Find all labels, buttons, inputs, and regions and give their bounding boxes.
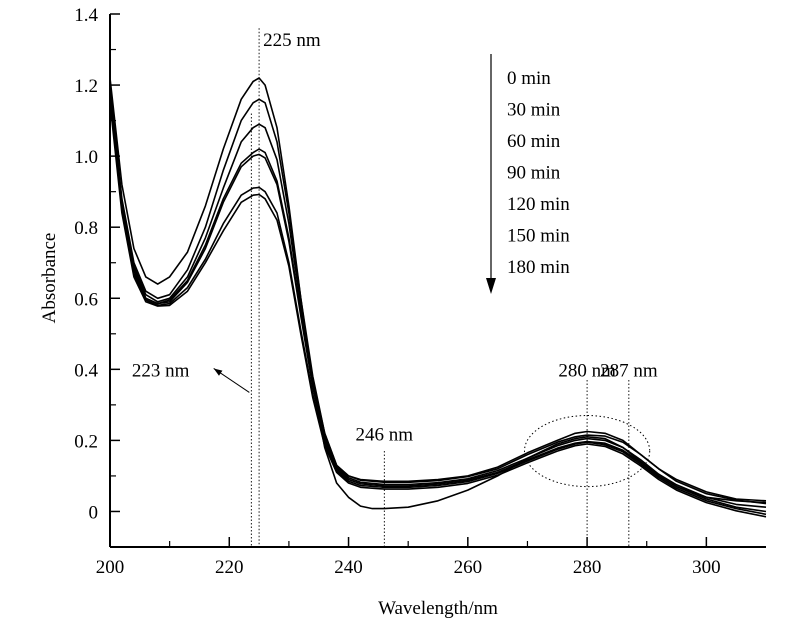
series-line-1: [109, 85, 767, 502]
annotation-label: 225 nm: [263, 30, 321, 51]
x-tick-label: 240: [334, 557, 363, 578]
y-tick-label: 0.8: [74, 218, 98, 239]
y-tick-label: 1.4: [74, 5, 98, 26]
y-tick-label: 1.0: [74, 147, 98, 168]
y-axis-title: Absorbance: [39, 233, 60, 324]
annotation-label: 280 nm: [558, 360, 616, 381]
annotation-label: 223 nm: [132, 360, 190, 381]
legend-entry: 0 min: [507, 68, 551, 89]
annotation-arrowhead: [213, 368, 223, 376]
y-tick-label: 0.6: [74, 289, 98, 310]
legend-entry: 120 min: [507, 194, 570, 215]
annotation-label: 287 nm: [600, 360, 658, 381]
ticks: 200 220 240 260 280 300 0 0.2 0.4 0.6 0.8 1.0 1.2 1.4: [74, 5, 720, 578]
series-line-4: [109, 95, 767, 513]
legend-arrow-head: [486, 278, 496, 294]
x-tick-label: 280: [573, 557, 602, 578]
legend-entry: 150 min: [507, 226, 570, 247]
annotation-label: 246 nm: [356, 424, 414, 445]
spectra-series: [109, 77, 767, 518]
series-line-3: [109, 92, 767, 508]
series-line-0: [109, 77, 767, 510]
legend-entry: 60 min: [507, 131, 561, 152]
y-tick-label: 1.2: [74, 76, 98, 97]
legend-entry: 30 min: [507, 100, 561, 121]
series-line-6: [109, 102, 767, 518]
legend: 0 min 30 min 60 min 90 min 120 min 150 min 180…: [486, 54, 570, 294]
y-tick-label: 0.2: [74, 431, 98, 452]
x-tick-label: 200: [96, 557, 125, 578]
legend-entry: 90 min: [507, 163, 561, 184]
y-tick-label: 0: [89, 502, 99, 523]
x-tick-label: 300: [692, 557, 721, 578]
x-tick-label: 260: [454, 557, 483, 578]
x-axis-title: Wavelength/nm: [378, 598, 498, 619]
series-line-5: [109, 99, 767, 516]
y-tick-label: 0.4: [74, 360, 98, 381]
highlight-ellipse: [523, 415, 651, 488]
legend-entry: 180 min: [507, 257, 570, 278]
axes: [109, 14, 766, 548]
x-tick-label: 220: [215, 557, 244, 578]
series-line-2: [109, 88, 767, 505]
reference-lines: [250, 28, 630, 547]
